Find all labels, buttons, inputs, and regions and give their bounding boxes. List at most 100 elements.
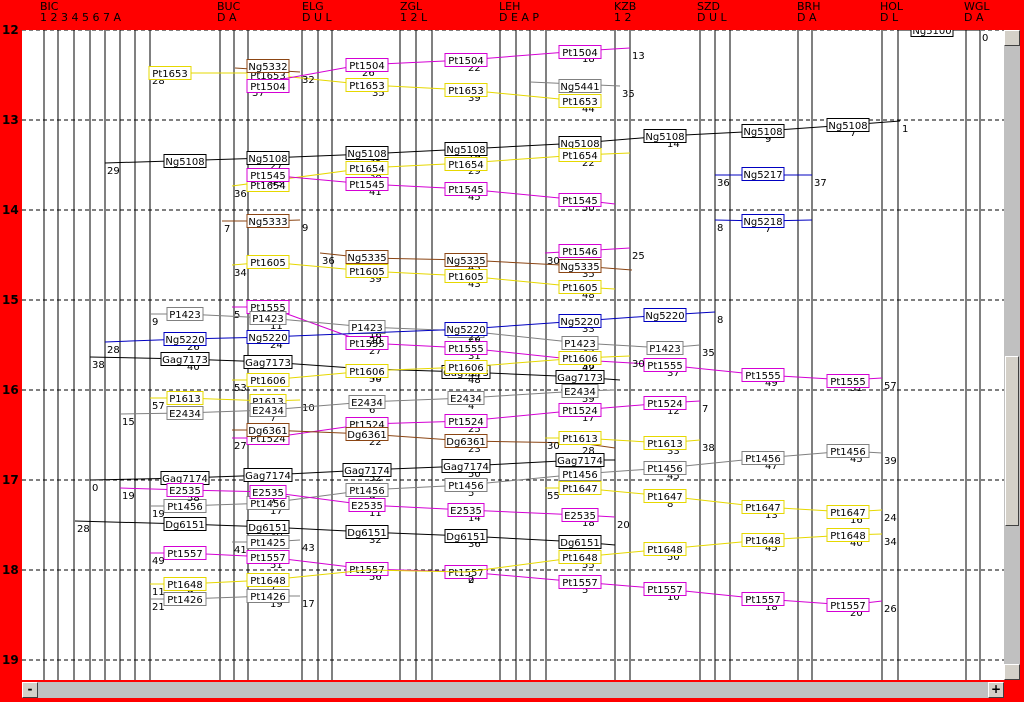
train-label-box[interactable]: [826, 598, 870, 612]
train-label-box[interactable]: [444, 478, 488, 492]
train-label-box[interactable]: [345, 78, 389, 92]
train-label-box[interactable]: [558, 193, 602, 207]
train-label-box[interactable]: [826, 444, 870, 458]
train-label-box[interactable]: [345, 364, 389, 378]
train-label-box[interactable]: [163, 499, 207, 513]
train-label-box[interactable]: [558, 148, 602, 162]
train-label-box[interactable]: [555, 453, 605, 467]
scroll-right-button[interactable]: +: [988, 682, 1004, 698]
train-pt1647[interactable]: 55 8 13 16 24 Pt1647 Pt1647 Pt1647 Pt1647: [545, 481, 897, 527]
train-label-box[interactable]: [447, 503, 485, 517]
train-pt1606[interactable]: 53 50 44 36 30 Pt1606 Pt1606 Pt1606 Pt1606: [232, 351, 645, 395]
train-label-box[interactable]: [246, 550, 290, 564]
train-label-box[interactable]: [741, 451, 785, 465]
train-label-box[interactable]: [342, 463, 392, 477]
train-label-box[interactable]: [441, 459, 491, 473]
train-label-box[interactable]: [558, 244, 602, 258]
train-label-box[interactable]: [345, 58, 389, 72]
train-label-box[interactable]: [558, 467, 602, 481]
train-label-box[interactable]: [166, 483, 204, 497]
train-pt1426[interactable]: 21 19 17 Pt1426 Pt1426: [150, 589, 315, 614]
train-label-box[interactable]: [163, 592, 207, 606]
train-dg6361[interactable]: 22 23 28 Dg6361 Dg6361 Dg6361: [232, 423, 616, 458]
train-label-box[interactable]: [643, 396, 687, 410]
train-label-box[interactable]: [826, 374, 870, 388]
train-label-box[interactable]: [246, 520, 290, 534]
train-label-box[interactable]: [444, 53, 488, 67]
train-label-box[interactable]: [741, 368, 785, 382]
train-label-box[interactable]: [345, 250, 389, 264]
train-label-box[interactable]: [646, 341, 684, 355]
train-label-box[interactable]: [246, 535, 290, 549]
train-label-box[interactable]: [444, 142, 488, 156]
train-label-box[interactable]: [348, 395, 386, 409]
train-pt1546[interactable]: 30 25 Pt1546: [544, 244, 645, 268]
train-label-box[interactable]: [249, 403, 287, 417]
train-label-box[interactable]: [558, 259, 602, 273]
train-label-box[interactable]: [246, 168, 290, 182]
train-label-box[interactable]: [558, 575, 602, 589]
train-label-box[interactable]: [741, 214, 785, 228]
scroll-down-button[interactable]: [1004, 664, 1020, 680]
train-label-box[interactable]: [643, 308, 687, 322]
train-label-box[interactable]: [243, 468, 293, 482]
train-label-box[interactable]: [444, 322, 488, 336]
train-label-box[interactable]: [163, 577, 207, 591]
train-label-box[interactable]: [345, 264, 389, 278]
train-label-box[interactable]: [444, 341, 488, 355]
train-label-box[interactable]: [643, 489, 687, 503]
train-ng5217[interactable]: 36 37 Ng5217: [715, 167, 827, 190]
train-gag7173[interactable]: 38404648Gag7173Gag7173Gag7173Gag7173: [89, 352, 621, 387]
train-label-box[interactable]: [166, 391, 204, 405]
train-label-box[interactable]: [910, 30, 954, 37]
train-pt1613[interactable]: 30 33 38 Pt1613 Pt1613: [545, 431, 715, 458]
train-graph[interactable]: 2830353944Pt1653Pt1653Pt1653Pt1653Pt1653…: [22, 30, 1004, 680]
train-label-box[interactable]: [444, 414, 488, 428]
scroll-up-button[interactable]: [1004, 30, 1020, 46]
train-label-box[interactable]: [558, 45, 602, 59]
train-label-box[interactable]: [558, 94, 602, 108]
train-label-box[interactable]: [246, 573, 290, 587]
train-label-box[interactable]: [444, 182, 488, 196]
train-label-box[interactable]: [826, 505, 870, 519]
train-label-box[interactable]: [561, 508, 599, 522]
train-ng5332[interactable]: 32 Ng5332: [234, 59, 315, 87]
train-label-box[interactable]: [558, 79, 602, 93]
train-label-box[interactable]: [345, 483, 389, 497]
train-label-box[interactable]: [558, 550, 602, 564]
train-p1613[interactable]: 57 10 P1613 P1613: [150, 391, 315, 415]
train-label-box[interactable]: [246, 151, 290, 165]
train-ng5100[interactable]: 0 Ng5100: [900, 30, 988, 44]
train-label-box[interactable]: [163, 332, 207, 346]
train-pt1653[interactable]: 2830353944Pt1653Pt1653Pt1653Pt1653Pt1653: [148, 66, 602, 116]
train-label-box[interactable]: [249, 311, 287, 325]
scroll-left-button[interactable]: -: [22, 682, 38, 698]
train-label-box[interactable]: [558, 280, 602, 294]
train-label-box[interactable]: [345, 427, 389, 441]
train-label-box[interactable]: [741, 592, 785, 606]
train-label-box[interactable]: [345, 336, 389, 350]
train-label-box[interactable]: [163, 546, 207, 560]
train-label-box[interactable]: [246, 214, 290, 228]
vertical-scrollbar[interactable]: [1004, 30, 1020, 680]
train-pt1648[interactable]: 119725550454034Pt1648Pt1648Pt1648Pt1648P…: [150, 528, 897, 599]
train-label-box[interactable]: [345, 146, 389, 160]
train-label-box[interactable]: [148, 66, 192, 80]
train-label-box[interactable]: [826, 528, 870, 542]
train-pt1425[interactable]: 41 43 Pt1425: [232, 535, 315, 557]
horizontal-scrollbar[interactable]: - +: [22, 682, 1004, 698]
train-ng5441[interactable]: 35 Ng5441: [529, 79, 635, 101]
train-pt1504[interactable]: 37 26 22 18 13 Pt1504 Pt1504 Pt1504 Pt1504: [246, 45, 645, 100]
train-label-box[interactable]: [345, 177, 389, 191]
train-label-box[interactable]: [643, 461, 687, 475]
train-label-box[interactable]: [741, 533, 785, 547]
train-label-box[interactable]: [345, 562, 389, 576]
train-label-box[interactable]: [558, 351, 602, 365]
scroll-thumb[interactable]: [1005, 356, 1019, 526]
train-ng5108[interactable]: 292735192714971Ng5108Ng5108Ng5108Ng5108N…: [104, 118, 908, 178]
train-label-box[interactable]: [246, 79, 290, 93]
train-label-box[interactable]: [444, 83, 488, 97]
train-label-box[interactable]: [558, 314, 602, 328]
train-label-box[interactable]: [555, 370, 605, 384]
